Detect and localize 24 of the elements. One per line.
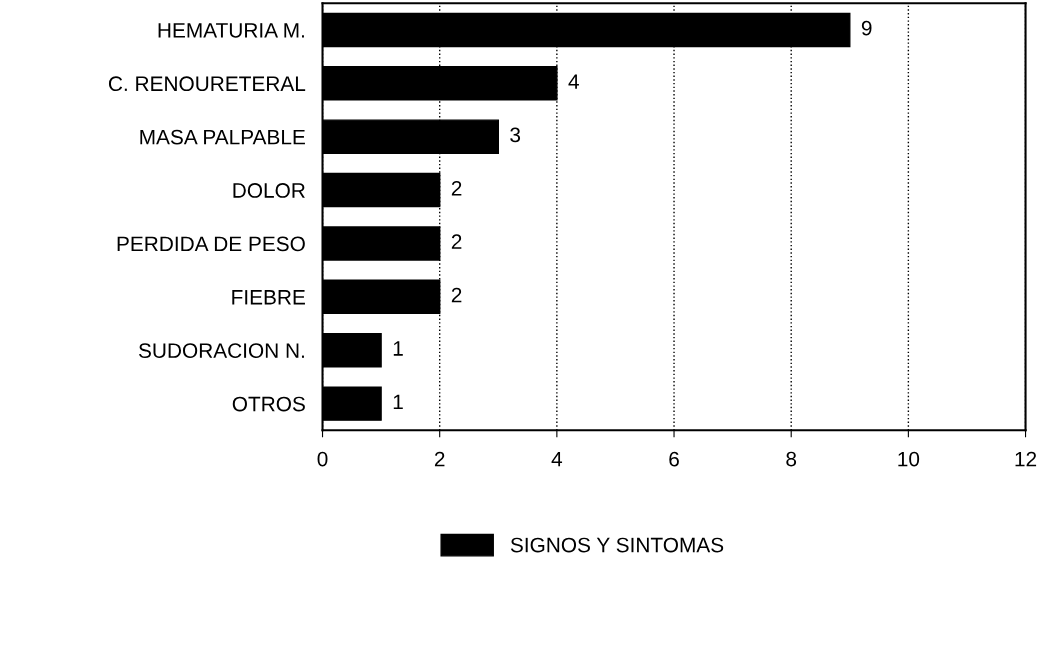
data-label: 3 bbox=[510, 127, 521, 143]
y-tick-label: C. RENOURETERAL bbox=[108, 76, 306, 92]
x-tick-label: 8 bbox=[786, 451, 797, 467]
data-label: 2 bbox=[451, 180, 462, 196]
data-label: 1 bbox=[393, 394, 403, 410]
y-tick-label: MASA PALPABLE bbox=[140, 129, 305, 145]
data-label: 9 bbox=[861, 20, 872, 36]
data-label: 1 bbox=[393, 341, 403, 356]
x-tick-label: 10 bbox=[898, 451, 920, 467]
y-tick-label: FIEBRE bbox=[232, 290, 305, 305]
legend-label: SIGNOS Y SINTOMAS bbox=[510, 537, 724, 553]
y-tick-label: HEMATURIA M. bbox=[158, 23, 304, 38]
y-tick-label: OTROS bbox=[232, 396, 305, 412]
y-tick-label: DOLOR bbox=[233, 183, 305, 198]
x-tick-label: 0 bbox=[317, 451, 328, 467]
y-tick-label: PERDIDA DE PESO bbox=[117, 236, 305, 252]
x-tick-label: 4 bbox=[551, 451, 563, 467]
data-label: 4 bbox=[568, 74, 579, 89]
y-tick-label: SUDORACION N. bbox=[138, 343, 304, 358]
data-label: 2 bbox=[451, 287, 462, 303]
x-tick-label: 6 bbox=[669, 451, 679, 467]
x-tick-label: 12 bbox=[1015, 451, 1037, 467]
data-label: 2 bbox=[451, 234, 462, 249]
x-tick-label: 2 bbox=[434, 451, 445, 467]
